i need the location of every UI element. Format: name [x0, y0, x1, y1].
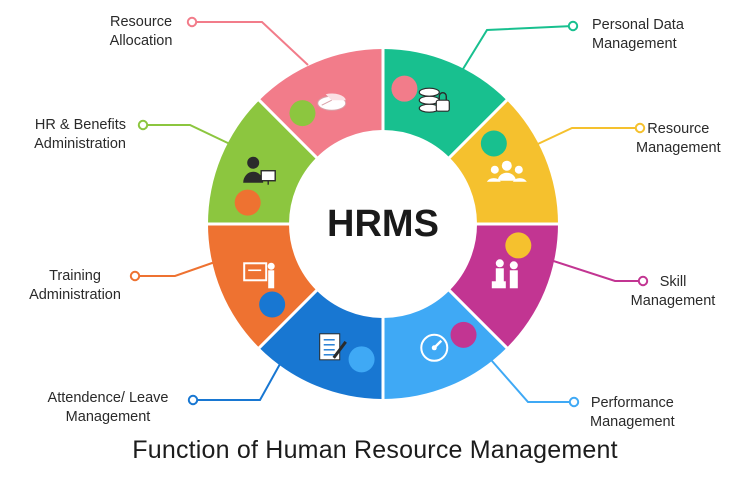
connector-dot	[187, 394, 199, 406]
puzzle-knob	[234, 189, 261, 216]
segment-divider	[256, 97, 320, 161]
connector-line-resource-management	[524, 127, 640, 151]
label-resource-management: Resource Management	[636, 121, 721, 156]
center-circle	[291, 132, 475, 316]
connector-line-performance	[484, 352, 574, 403]
connector-line-skill	[531, 253, 643, 282]
segment-divider	[446, 287, 510, 351]
puzzle-knob	[450, 321, 477, 348]
label-performance: Performance Management	[590, 395, 675, 430]
puzzle-knob	[348, 346, 375, 373]
connector-dot	[186, 16, 198, 28]
pie-chart-icon	[317, 93, 347, 111]
puzzle-knob	[289, 100, 316, 127]
puzzle-knob	[391, 75, 418, 102]
puzzle-knob	[259, 291, 286, 318]
label-skill: Skill Management	[630, 274, 716, 309]
speedometer-icon	[420, 333, 449, 362]
user-computer-icon	[243, 156, 276, 185]
connector-dot	[137, 119, 149, 131]
connector-dot	[567, 20, 579, 32]
footer-title: Function of Human Resource Management	[132, 436, 618, 464]
connector-line-hr-benefits	[143, 124, 233, 146]
connector-line-resource-allocation	[192, 21, 309, 66]
document-pen-icon	[319, 333, 347, 361]
center-title: HRMS	[327, 203, 439, 245]
database-lock-icon	[418, 87, 450, 113]
puzzle-knob	[505, 232, 532, 259]
connector-dot	[568, 396, 580, 408]
label-attendance-leave: Attendence/ Leave Management	[47, 390, 169, 425]
label-personal-data: Personal Data Management	[592, 17, 684, 52]
label-training: Training Administration	[29, 268, 121, 303]
training-people-icon	[491, 259, 518, 289]
connector-line-personal-data	[454, 25, 574, 83]
puzzle-knob	[480, 130, 507, 157]
connector-dot	[637, 275, 649, 287]
connector-dot	[129, 270, 141, 282]
connector-lines	[129, 16, 649, 408]
label-hr-benefits: HR & Benefits Administration	[34, 117, 126, 152]
presentation-board-icon	[243, 262, 275, 289]
segment-divider	[256, 287, 320, 351]
segment-divider	[446, 97, 510, 161]
people-group-icon	[486, 160, 527, 182]
connector-dot	[634, 122, 646, 134]
segment-icons	[243, 87, 527, 362]
connector-line-training	[135, 261, 216, 277]
label-resource-allocation: Resource Allocation	[109, 14, 173, 49]
connector-line-attendance-leave	[193, 354, 286, 401]
